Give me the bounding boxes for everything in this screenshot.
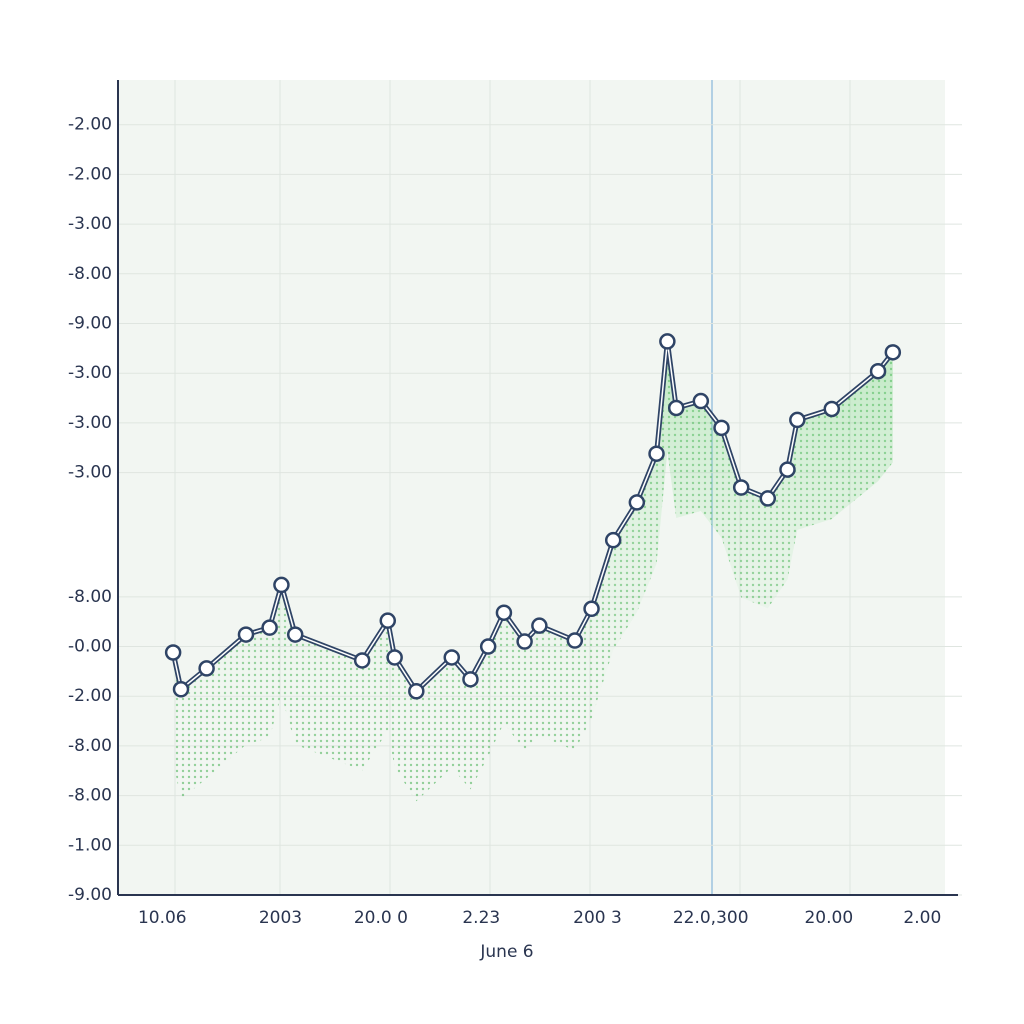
point [779,461,796,478]
y-tick-label: -2.00 [68,115,112,135]
point [237,626,255,643]
point [869,362,887,380]
x-tick-label: 2.23 [462,908,500,928]
y-tick-label: -9.00 [68,314,112,334]
y-tick-label: -3.00 [68,363,112,383]
point [659,333,676,350]
x-tick-label: 2003 [259,908,302,928]
y-tick-label: -2.00 [68,164,112,184]
point [789,411,806,429]
point [261,619,278,636]
point [604,531,622,549]
point [823,400,841,418]
y-tick-label: -9.00 [68,885,112,905]
y-tick-label: -3.00 [68,214,112,234]
x-tick-label: 10.06 [138,908,187,928]
point [386,649,403,666]
area-fill [173,341,893,802]
point [443,649,461,666]
point [628,494,646,511]
x-axis-title: June 6 [479,942,533,962]
point [648,445,665,462]
y-tick-label: -3.00 [68,463,112,483]
y-tick-label: -3.00 [68,413,112,433]
point [732,479,750,496]
x-tick-label: 200 3 [573,908,622,928]
point [408,683,425,700]
y-tick-label: -8.00 [68,786,112,806]
point [516,633,533,650]
y-tick-label: -8.00 [68,587,112,607]
point [692,392,710,410]
x-tick-label: 20.0 0 [354,908,408,928]
point [713,419,730,437]
y-tick-label: -8.00 [68,264,112,284]
point [566,632,584,649]
point [379,612,397,629]
point [164,644,182,661]
point [667,399,685,417]
point [462,671,479,688]
point [583,600,600,618]
x-tick-label: 2.00 [903,908,941,928]
point [198,660,215,677]
point [884,344,902,361]
point [479,638,497,655]
point [531,617,548,634]
y-tick-label: -0.00 [68,637,112,657]
x-tick-label: 22.0,300 [673,908,749,928]
point [495,604,513,621]
y-tick-label: -2.00 [68,686,112,706]
y-tick-label: -8.00 [68,736,112,756]
point [273,576,290,594]
point [353,652,371,669]
point [172,681,190,698]
point [759,490,777,507]
point [286,626,304,643]
x-tick-label: 20.00 [804,908,853,928]
y-tick-label: -1.00 [68,835,112,855]
